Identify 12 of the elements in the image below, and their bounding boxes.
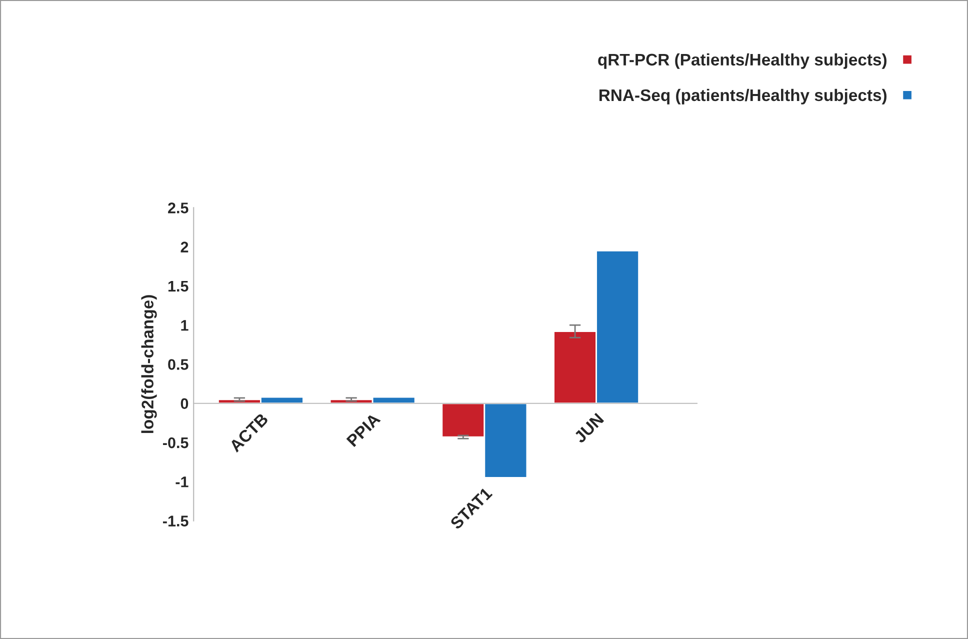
- y-tick-label: 2: [180, 242, 188, 252]
- y-tick-label: -1.5: [163, 516, 188, 526]
- y-tick-label: -1: [176, 476, 188, 488]
- y-tick-label: 1.5: [168, 280, 188, 292]
- y-tick-label: 0.5: [168, 359, 188, 370]
- y-tick-label: -0.5: [163, 437, 188, 448]
- legend-label: RNA-Seq (patients/Healthy subjects): [599, 88, 886, 104]
- y-tick-label: 1: [181, 320, 188, 331]
- y-tick-label: 2.5: [168, 202, 188, 214]
- y-axis-title: log2(fold-change): [141, 295, 157, 433]
- y-tick-label: 0: [180, 398, 188, 410]
- legend-label: qRT-PCR (Patients/Healthy subjects): [598, 53, 886, 69]
